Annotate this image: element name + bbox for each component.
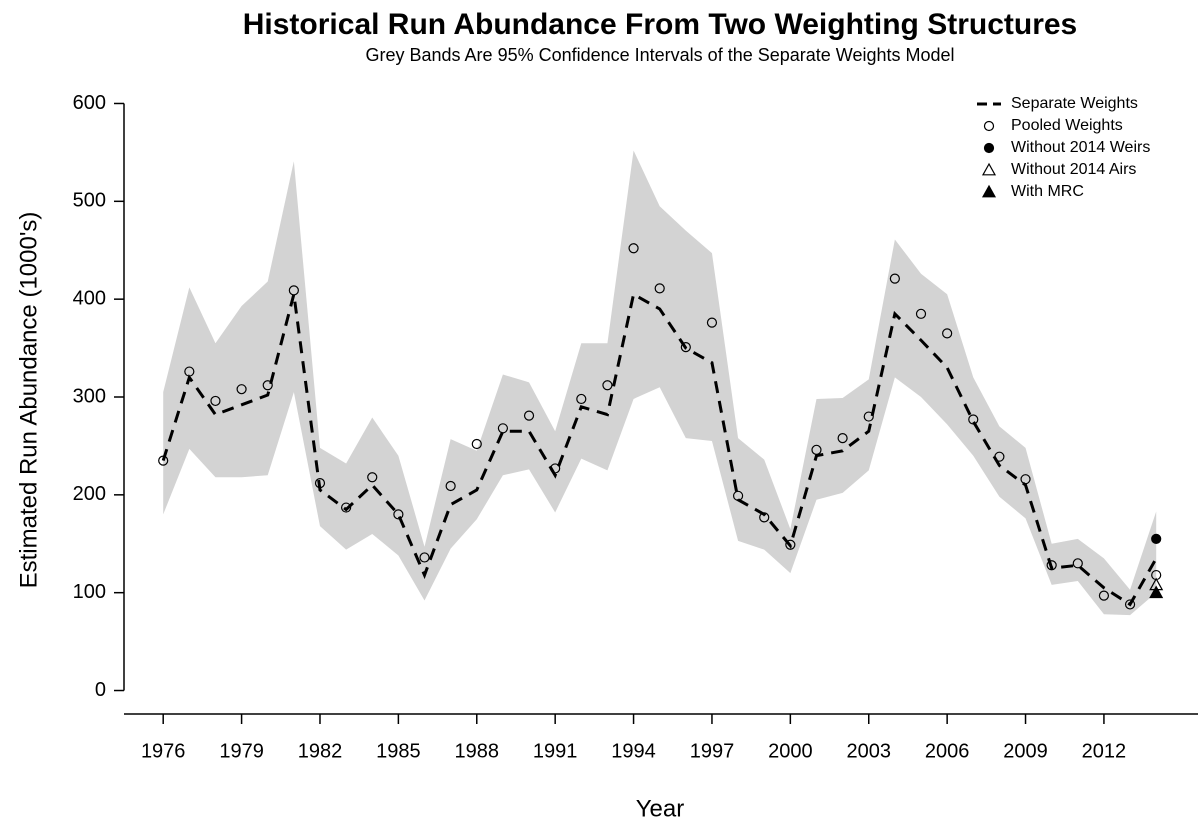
point — [184, 366, 195, 377]
point — [706, 317, 718, 328]
point — [158, 455, 169, 466]
point — [288, 285, 299, 296]
point — [654, 283, 665, 294]
point — [341, 502, 352, 513]
point — [837, 432, 848, 444]
point — [236, 384, 247, 395]
point — [1072, 558, 1083, 569]
legend-label: Pooled Weights — [1011, 117, 1123, 134]
y-tick-label: 300 — [73, 385, 106, 407]
confidence-band — [163, 150, 1157, 616]
chart-title: Historical Run Abundance From Two Weight… — [243, 8, 1078, 41]
x-tick-label: 1997 — [690, 740, 735, 762]
point — [1020, 474, 1031, 485]
point — [393, 509, 404, 520]
x-tick-label: 1988 — [455, 740, 500, 762]
legend-label: With MRC — [1011, 183, 1084, 200]
point — [1151, 533, 1162, 544]
x-tick-label: 1976 — [141, 740, 186, 762]
legend-symbol — [981, 162, 997, 176]
point — [863, 411, 874, 422]
point — [1124, 599, 1136, 610]
point — [732, 490, 744, 501]
x-tick-label: 1985 — [376, 740, 421, 762]
x-tick-label: 1979 — [219, 740, 264, 762]
point — [523, 410, 535, 421]
point — [602, 380, 613, 391]
legend-symbol — [981, 184, 997, 198]
point — [994, 451, 1005, 462]
series-line — [161, 291, 1158, 607]
chart-subtitle: Grey Bands Are 95% Confidence Intervals … — [366, 45, 955, 65]
x-tick-label: 2012 — [1082, 740, 1127, 762]
x-tick-label: 1991 — [533, 740, 578, 762]
legend-symbol — [983, 120, 995, 132]
x-tick-label: 1994 — [611, 740, 656, 762]
x-axis-label: Year — [636, 795, 685, 822]
point — [497, 423, 509, 434]
point — [445, 480, 456, 492]
point — [1098, 590, 1110, 601]
legend-symbol — [983, 142, 995, 154]
point — [210, 395, 221, 407]
point — [759, 512, 770, 523]
point — [314, 477, 326, 489]
point — [889, 273, 900, 284]
y-tick-label: 200 — [73, 483, 106, 505]
point — [262, 380, 273, 391]
x-tick-label: 2006 — [925, 740, 970, 762]
point — [811, 444, 822, 455]
y-tick-label: 400 — [73, 287, 106, 309]
point — [968, 414, 979, 425]
y-tick-label: 0 — [95, 679, 106, 701]
legend: Separate Weights Pooled Weights Without 20… — [977, 95, 1150, 200]
y-axis-label: Estimated Run Abundance (1000's) — [15, 212, 42, 589]
point — [419, 552, 430, 563]
point — [915, 308, 927, 319]
point — [367, 472, 378, 483]
y-tick-label: 500 — [73, 190, 106, 212]
y-tick-label: 100 — [73, 581, 106, 603]
legend-label: Separate Weights — [1011, 95, 1138, 112]
point — [471, 438, 482, 450]
point — [942, 328, 953, 339]
point — [550, 463, 561, 474]
point — [1149, 585, 1164, 599]
legend-label: Without 2014 Weirs — [1011, 139, 1150, 156]
x-tick-label: 2003 — [846, 740, 891, 762]
legend-label: Without 2014 Airs — [1011, 161, 1136, 178]
point — [576, 393, 587, 405]
x-tick-label: 2009 — [1003, 740, 1048, 762]
point — [628, 243, 639, 254]
y-tick-label: 600 — [73, 92, 106, 114]
x-tick-label: 2000 — [768, 740, 813, 762]
x-tick-label: 1982 — [298, 740, 343, 762]
point — [785, 539, 796, 550]
point — [1046, 560, 1057, 571]
point — [680, 342, 691, 353]
